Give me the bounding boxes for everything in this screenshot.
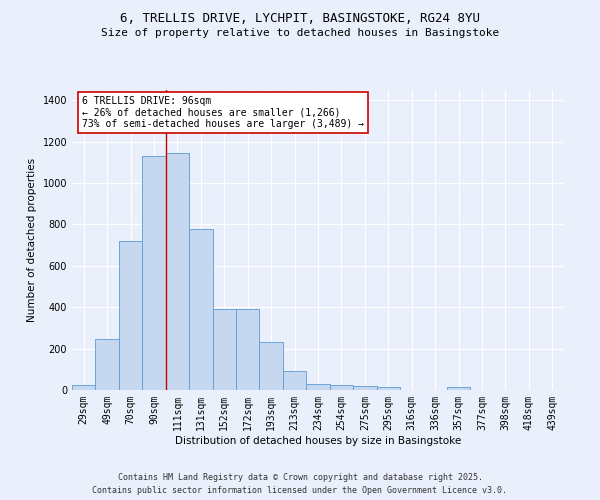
Bar (353, 386, 377, 390)
Bar (283, 372, 306, 390)
Text: Size of property relative to detached houses in Basingstoke: Size of property relative to detached ho… (101, 28, 499, 38)
Text: Contains HM Land Registry data © Crown copyright and database right 2025.: Contains HM Land Registry data © Crown c… (118, 474, 482, 482)
Bar (142, 156, 166, 390)
Bar (236, 310, 259, 390)
Text: Contains public sector information licensed under the Open Government Licence v3: Contains public sector information licen… (92, 486, 508, 495)
Bar (447, 387, 470, 390)
Bar (119, 241, 142, 390)
Y-axis label: Number of detached properties: Number of detached properties (27, 158, 37, 322)
Text: 6, TRELLIS DRIVE, LYCHPIT, BASINGSTOKE, RG24 8YU: 6, TRELLIS DRIVE, LYCHPIT, BASINGSTOKE, … (120, 12, 480, 26)
Bar (259, 342, 283, 390)
Text: 6 TRELLIS DRIVE: 96sqm
← 26% of detached houses are smaller (1,266)
73% of semi-: 6 TRELLIS DRIVE: 96sqm ← 26% of detached… (82, 96, 364, 129)
Bar (377, 387, 400, 390)
Bar (95, 340, 119, 390)
Bar (330, 385, 353, 390)
Bar (72, 385, 95, 390)
Bar (189, 228, 212, 390)
X-axis label: Distribution of detached houses by size in Basingstoke: Distribution of detached houses by size … (175, 436, 461, 446)
Bar (212, 310, 236, 390)
Bar (306, 384, 330, 390)
Bar (166, 153, 189, 390)
